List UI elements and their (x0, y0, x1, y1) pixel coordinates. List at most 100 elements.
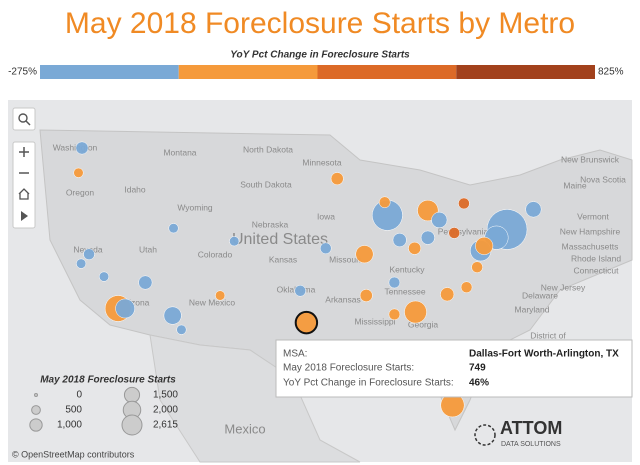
metro-bubble (294, 310, 319, 335)
search-button[interactable] (12, 107, 36, 131)
size-legend-label: 2,000 (153, 405, 178, 416)
metro-bubble (176, 324, 187, 335)
place-label: Kentucky (390, 264, 426, 274)
place-label: Pennsylvania (438, 226, 489, 236)
place-label: United States (232, 231, 328, 248)
color-legend: -275% 825% (8, 65, 624, 79)
tooltip-box (275, 339, 633, 398)
color-legend-title: YoY Pct Change in Foreclosure Starts (230, 50, 410, 61)
metro-bubble (392, 233, 407, 248)
color-bin (178, 65, 318, 79)
pan-icon (21, 211, 28, 221)
attribution: © OpenStreetMap contributors (12, 449, 135, 459)
metro-bubble (420, 230, 435, 245)
tooltip-value: Dallas-Fort Worth-Arlington, TX (469, 349, 619, 360)
place-label: New Jersey (541, 282, 586, 292)
size-legend-circle (34, 393, 38, 397)
place-label: North Dakota (243, 144, 293, 154)
place-label: Nebraska (252, 219, 289, 229)
metro-bubble (115, 298, 135, 319)
size-legend-circle (121, 414, 143, 436)
metro-bubble (330, 172, 344, 186)
color-legend-label: -275% (8, 67, 37, 78)
metro-bubble (458, 197, 470, 210)
metro-bubble (73, 167, 84, 178)
land (149, 334, 361, 463)
metro-bubble (98, 271, 110, 282)
place-label: Utah (139, 244, 157, 254)
place-label: Maryland (515, 304, 550, 314)
metro-bubble (75, 141, 89, 155)
place-label: Nova Scotia (580, 174, 626, 184)
size-legend-label: 500 (65, 405, 82, 416)
place-label: Missouri (329, 254, 361, 264)
metro-bubble (76, 258, 87, 269)
bubble-layer (73, 141, 542, 418)
size-legend-title: May 2018 Foreclosure Starts (40, 375, 176, 386)
place-label: Oregon (66, 187, 95, 197)
place-label: Colorado (198, 249, 233, 259)
size-legend: May 2018 Foreclosure Starts 0 500 1,000 1,5… (29, 375, 178, 436)
tooltip-label: May 2018 Foreclosure Starts: (283, 363, 414, 374)
metro-bubble (448, 227, 461, 239)
place-label: Mexico (224, 421, 265, 436)
metro-bubble (525, 201, 542, 218)
place-label: Connecticut (574, 265, 620, 275)
place-label: Arkansas (325, 294, 360, 304)
size-legend-circle (123, 386, 141, 404)
place-label: Georgia (408, 319, 439, 329)
home-icon (18, 188, 30, 200)
color-bin (317, 65, 457, 79)
tooltip-label: YoY Pct Change in Foreclosure Starts: (283, 378, 454, 389)
place-label: South Dakota (240, 179, 292, 189)
zoom-in-icon (19, 147, 29, 157)
place-label: Rhode Island (571, 253, 621, 263)
metro-bubble (404, 300, 427, 324)
tooltip: MSA: Dallas-Fort Worth-Arlington, TX May… (275, 339, 633, 398)
metro-bubble (138, 275, 153, 290)
search-icon (18, 113, 28, 123)
logo-mark (474, 424, 496, 446)
home-button[interactable] (13, 184, 35, 204)
metro-bubble (475, 236, 494, 255)
metro-bubble (215, 290, 226, 301)
place-label: Mississippi (354, 316, 395, 326)
size-legend-label: 2,615 (153, 420, 178, 431)
metro-bubble (388, 308, 401, 321)
metro-bubble (440, 287, 455, 302)
size-legend-items: 0 500 1,000 1,500 2,000 2,615 (29, 386, 178, 436)
place-label: New Hampshire (560, 226, 621, 236)
place-label: Washington (53, 142, 98, 152)
place-label: Iowa (317, 211, 335, 221)
place-label: Delaware (522, 290, 558, 300)
tooltip-value: 46% (469, 378, 489, 389)
logo-tagline: DATA SOLUTIONS (501, 441, 561, 448)
size-legend-label: 0 (76, 390, 82, 401)
metro-bubble (378, 196, 391, 209)
tooltip-label: MSA: (283, 349, 307, 360)
size-legend-label: 1,000 (57, 420, 82, 431)
metro-bubble (388, 276, 401, 289)
metro-bubble (229, 236, 240, 247)
metro-bubble (294, 284, 307, 297)
metro-bubble (460, 281, 473, 294)
logo-name: ATTOM (500, 418, 562, 438)
place-label: New Brunswick (561, 154, 620, 164)
color-legend-label: 825% (598, 67, 624, 78)
place-label: District of (530, 330, 566, 340)
search-icon (25, 120, 31, 126)
metro-bubble (83, 248, 95, 260)
place-label: Montana (163, 147, 196, 157)
metro-bubble (355, 245, 374, 264)
place-label: Tennessee (384, 286, 425, 296)
place-label: Arizona (121, 297, 150, 307)
metro-bubble (163, 306, 182, 325)
metro-bubble (319, 242, 332, 255)
metro-bubble (168, 223, 179, 234)
metro-bubble (471, 261, 483, 273)
place-label: Kansas (269, 254, 297, 264)
place-label: Maine (563, 180, 586, 190)
logo: ATTOM DATA SOLUTIONS (474, 418, 562, 448)
tooltip-value: 749 (469, 363, 486, 374)
